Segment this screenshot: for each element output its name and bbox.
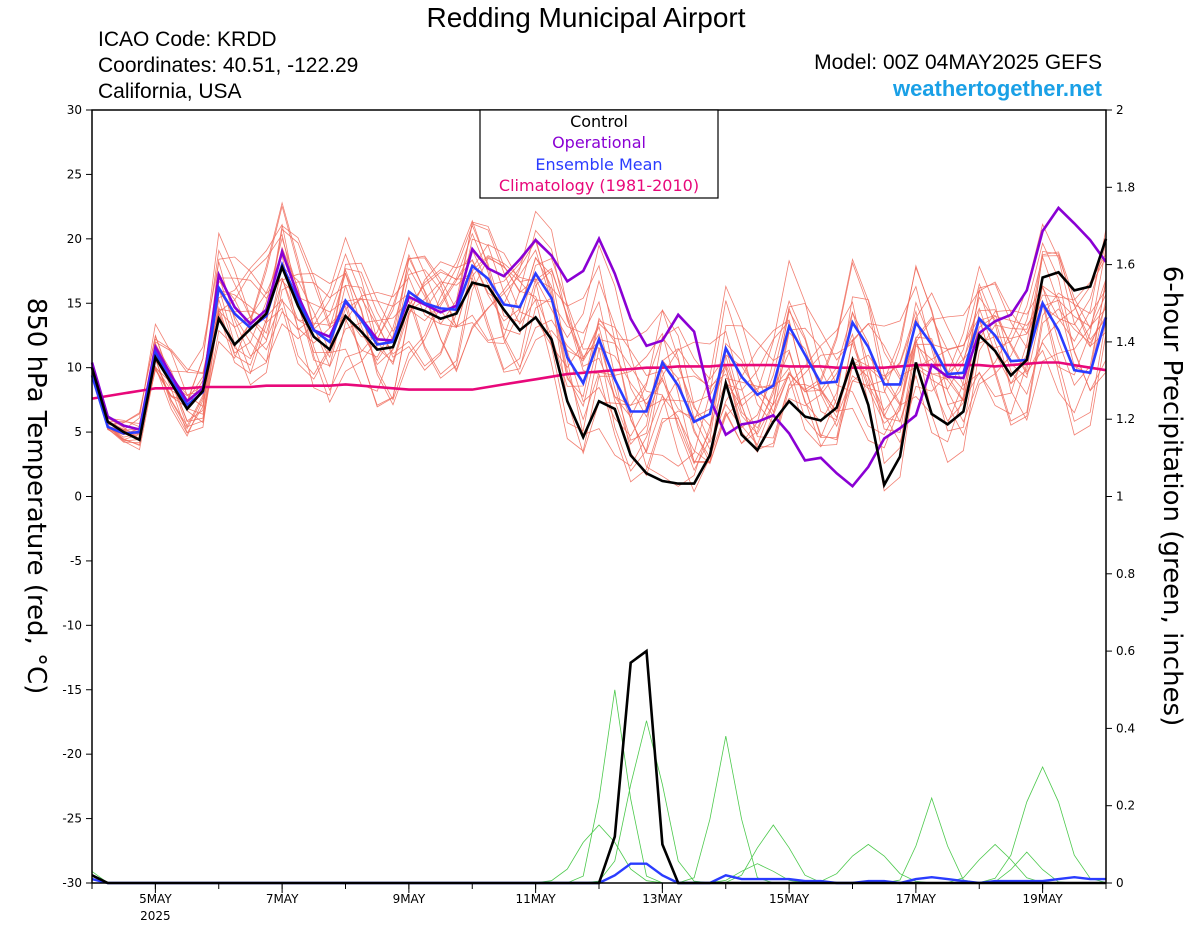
legend-ensemble-mean: Ensemble Mean xyxy=(535,155,662,174)
x-tick-label: 15MAY xyxy=(769,892,810,906)
right-tick-label: 1.6 xyxy=(1116,258,1135,272)
left-axis-label: 850 hPa Temperature (red, °C) xyxy=(21,298,51,695)
control-line xyxy=(90,238,1108,489)
left-tick-label: -25 xyxy=(62,812,82,826)
ensemble-member-line xyxy=(91,233,1107,477)
legend: Control Operational Ensemble Mean Climat… xyxy=(479,109,719,199)
left-axis: 30 25 20 15 10 5 0 -5 -10 -15 -20 -25 -30 xyxy=(62,103,92,890)
ensemble-member-line xyxy=(91,223,1107,449)
right-tick-label: 0.2 xyxy=(1116,799,1135,813)
left-tick-label: 0 xyxy=(74,490,82,504)
left-tick-label: 15 xyxy=(67,296,82,310)
precip-member-line xyxy=(92,843,1106,884)
ensemble-member-line xyxy=(91,229,1107,465)
left-tick-label: 10 xyxy=(67,361,82,375)
right-tick-label: 1.2 xyxy=(1116,412,1135,426)
ensemble-member-line xyxy=(91,206,1107,448)
precip-member-line xyxy=(92,736,1106,884)
region: California, USA xyxy=(98,80,242,103)
ensemble-member-line xyxy=(91,228,1107,472)
left-tick-label: 20 xyxy=(67,232,82,246)
x-tick-label: 13MAY xyxy=(642,892,683,906)
x-tick-label: 7MAY xyxy=(266,892,299,906)
right-tick-label: 1.8 xyxy=(1116,180,1135,194)
precip-member-line xyxy=(91,689,1106,884)
right-tick-label: 1 xyxy=(1116,490,1124,504)
precip-members xyxy=(91,689,1107,884)
left-tick-label: -15 xyxy=(62,683,82,697)
ensemble-members xyxy=(91,201,1107,493)
legend-control: Control xyxy=(570,112,628,131)
left-tick-label: -10 xyxy=(62,618,82,632)
precip-member-line xyxy=(92,796,1106,884)
left-tick-label: -20 xyxy=(62,747,82,761)
left-tick-label: 25 xyxy=(67,167,82,181)
left-tick-label: 5 xyxy=(74,425,82,439)
right-tick-label: 0 xyxy=(1116,876,1124,890)
coordinates: Coordinates: 40.51, -122.29 xyxy=(98,54,359,77)
x-tick-label: 9MAY xyxy=(393,892,426,906)
precip-member-line xyxy=(92,851,1106,884)
chart-title: Redding Municipal Airport xyxy=(426,2,746,33)
right-axis-label: 6-hour Precipitation (green, inches) xyxy=(1157,266,1187,726)
legend-operational: Operational xyxy=(552,133,646,152)
main-series xyxy=(90,205,1108,885)
ensemble-member-line xyxy=(91,228,1107,483)
x-axis: 5MAY 2025 7MAY 9MAY 11MAY 13MAY 15MAY 17MAY 19MA… xyxy=(91,883,1107,923)
legend-box xyxy=(479,109,719,199)
x-tick-label: 19MAY xyxy=(1023,892,1064,906)
ensemble-member-line xyxy=(91,256,1107,464)
precip-control-line xyxy=(91,648,1106,885)
precip-member-line xyxy=(92,843,1106,884)
left-tick-label: 30 xyxy=(67,103,82,117)
ensemble-member-line xyxy=(91,224,1107,472)
right-tick-label: 0.6 xyxy=(1116,644,1135,658)
model-run: Model: 00Z 04MAY2025 GEFS xyxy=(814,51,1102,74)
plot-frame xyxy=(91,109,1107,884)
ensemble-member-line xyxy=(91,247,1107,459)
right-tick-label: 1.4 xyxy=(1116,335,1135,349)
operational-line xyxy=(90,205,1108,489)
right-tick-label: 2 xyxy=(1116,103,1124,117)
right-axis: 2 1.8 1.6 1.4 1.2 1 0.8 0.6 0.4 0.2 0 xyxy=(1106,103,1135,890)
x-tick-label: 17MAY xyxy=(896,892,937,906)
site-brand[interactable]: weathertogether.net xyxy=(892,76,1102,101)
left-tick-label: -5 xyxy=(70,554,82,568)
left-tick-label: -30 xyxy=(62,876,82,890)
legend-climatology: Climatology (1981-2010) xyxy=(499,176,699,195)
precip-member-line xyxy=(92,824,1106,884)
x-tick-label: 11MAY xyxy=(516,892,557,906)
icao-code: ICAO Code: KRDD xyxy=(98,28,277,51)
right-tick-label: 0.4 xyxy=(1116,721,1135,735)
climatology-line xyxy=(91,361,1107,400)
x-tick-label: 5MAY xyxy=(139,892,172,906)
precip-member-line xyxy=(92,824,1106,884)
x-tick-year: 2025 xyxy=(140,909,171,923)
right-tick-label: 0.8 xyxy=(1116,567,1135,581)
